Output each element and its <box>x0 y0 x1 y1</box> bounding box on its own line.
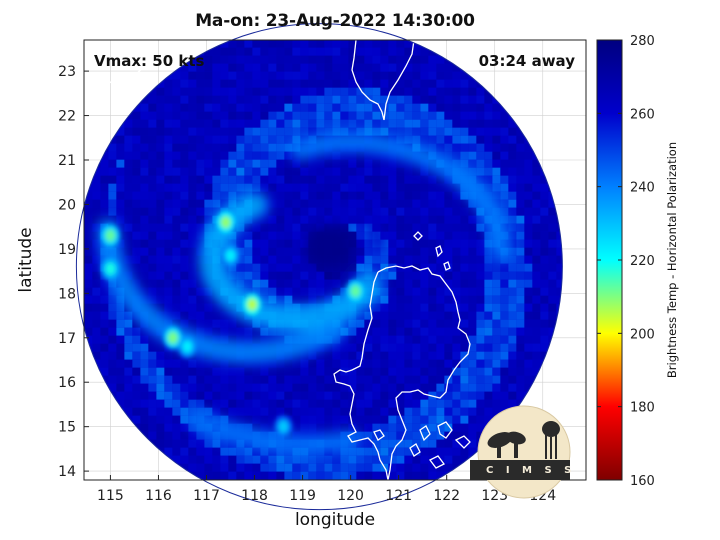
y-tick-label: 23 <box>58 64 76 80</box>
x-axis-label: longitude <box>294 510 376 530</box>
y-tick-label: 18 <box>58 286 76 302</box>
coastline <box>84 40 471 480</box>
x-axis: 115 116 117 118 119 120 121 122 123 124 <box>97 475 556 504</box>
cimss-logo <box>470 405 571 499</box>
logo-dish-icon <box>487 431 526 458</box>
y-tick-label: 20 <box>58 197 76 213</box>
y-tick-label: 19 <box>58 242 76 258</box>
colorbar-ticks: 160 180 200 220 240 260 280 <box>597 34 655 489</box>
chart-title: Ma-on: 23-Aug-2022 14:30:00 <box>195 11 475 31</box>
colorbar-tick-label: 240 <box>630 181 655 196</box>
colorbar-tick-label: 260 <box>630 107 655 122</box>
x-tick-label: 122 <box>433 488 460 504</box>
coastline-china <box>84 57 163 97</box>
vmax-label: Vmax: 50 kts <box>94 52 205 70</box>
colorbar-tick-label: 280 <box>630 34 655 49</box>
coastline-luzon <box>333 265 471 480</box>
coastline-islands-north <box>413 231 451 271</box>
x-tick-label: 115 <box>97 488 124 504</box>
x-tick-label: 116 <box>145 488 172 504</box>
colorbar-tick-label: 200 <box>630 327 655 342</box>
colorbar-tick-label: 220 <box>630 254 655 269</box>
logo-text: C I M S S <box>486 465 576 476</box>
y-tick-label: 14 <box>58 464 76 480</box>
coastline-taiwan <box>351 40 415 121</box>
y-tick-label: 22 <box>58 109 76 125</box>
colorbar <box>596 39 623 481</box>
x-tick-label: 120 <box>337 488 364 504</box>
colorbar-label: Brightness Temp - Horizontal Polarizatio… <box>665 141 679 379</box>
colorbar-tick-label: 160 <box>630 474 655 489</box>
colorbar-tick-label: 180 <box>630 401 655 416</box>
coastline-islands-south <box>373 421 471 469</box>
y-tick-label: 21 <box>58 153 76 169</box>
y-tick-label: 17 <box>58 331 76 347</box>
logo-bar <box>470 460 570 480</box>
x-tick-label: 119 <box>289 488 316 504</box>
x-tick-label: 121 <box>385 488 412 504</box>
swath-edge <box>75 23 563 511</box>
x-tick-label: 118 <box>241 488 268 504</box>
y-axis-label: latitude <box>16 227 36 293</box>
y-axis: 14 15 16 17 18 19 20 21 22 23 <box>58 64 89 480</box>
axes-frame <box>83 39 587 481</box>
x-tick-label: 117 <box>193 488 220 504</box>
time-away-label: 03:24 away <box>478 52 575 70</box>
logo-tower-icon <box>542 421 560 459</box>
y-tick-label: 15 <box>58 420 76 436</box>
y-tick-label: 16 <box>58 375 76 391</box>
